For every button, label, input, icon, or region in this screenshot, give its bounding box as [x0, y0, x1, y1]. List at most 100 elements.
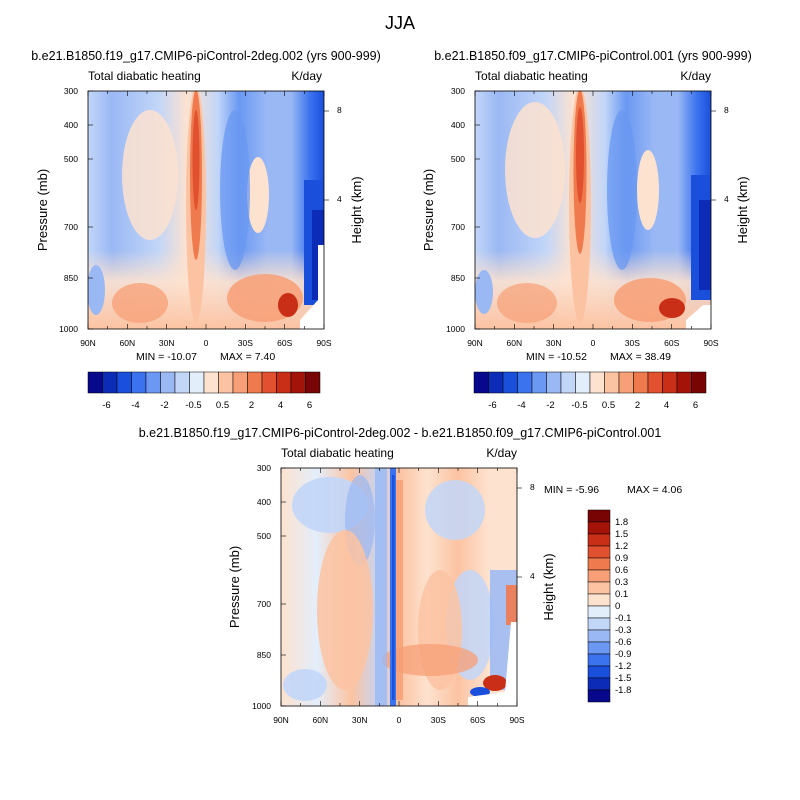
panel-2-field	[475, 91, 711, 329]
colorbar-2-label: -0.5	[571, 400, 587, 411]
panel-1-y-axis-label: Pressure (mb)	[35, 169, 50, 251]
panel-3-y-tick-label: 850	[257, 650, 271, 660]
panel-3-min: MIN = -5.96	[544, 484, 599, 496]
colorbar-box	[587, 581, 611, 595]
colorbar-2-label: 2	[635, 400, 640, 411]
colorbar-1-label: 6	[307, 400, 312, 411]
colorbar-3-label: 0.9	[615, 553, 628, 564]
panel-3-field-bl-cool-north	[283, 669, 327, 701]
colorbar-3-label: -0.1	[615, 613, 631, 624]
panel-1-field-warm-south	[247, 157, 269, 233]
panel-3-field-missing	[468, 622, 517, 706]
panel-1-field-blcool-north	[88, 265, 105, 315]
colorbar-1-label: -0.5	[185, 400, 201, 411]
panel-1-y-tick-label: 300	[64, 86, 78, 96]
panel-1-field-cool-mid	[220, 110, 250, 270]
panel-1-y-tick-label: 1000	[59, 324, 78, 334]
colorbar-3-label: -0.6	[615, 637, 631, 648]
colorbar-box	[587, 629, 611, 643]
panel-2-right-tick-label: 4	[724, 194, 729, 204]
panel-3-field-warm-north	[317, 530, 373, 690]
colorbar-box	[587, 677, 611, 691]
colorbar-box	[587, 641, 611, 655]
panel-2: b.e21.B1850.f09_g17.CMIP6-piControl.001 …	[421, 49, 752, 411]
colorbar-box	[618, 371, 634, 394]
panel-3-field-cool-strip	[375, 468, 387, 706]
colorbar-box	[131, 371, 147, 394]
panel-1-xticks	[87, 91, 325, 329]
colorbar-box	[587, 653, 611, 667]
colorbar-box	[587, 521, 611, 535]
colorbar-box	[587, 533, 611, 547]
panel-3-x-tick-label: 90S	[509, 715, 524, 725]
panel-3-y-tick-label: 300	[257, 463, 271, 473]
colorbar-box	[647, 371, 663, 394]
panel-3-variable-label: Total diabatic heating	[281, 446, 394, 460]
panel-2-y-axis-label: Pressure (mb)	[421, 169, 436, 251]
panel-1-y-tick-label: 700	[64, 222, 78, 232]
colorbar-box	[276, 371, 292, 394]
panel-1-x-tick-label: 60N	[120, 338, 136, 348]
panel-3-y-tick-label: 1000	[252, 701, 271, 711]
panel-1-min: MIN = -10.07	[136, 351, 197, 363]
colorbar-1-label: 4	[278, 400, 283, 411]
panel-2-x-tick-label: 60N	[507, 338, 523, 348]
colorbar-box	[587, 605, 611, 619]
panel-1-y-tick-label: 400	[64, 120, 78, 130]
panel-2-right-tick-label: 8	[724, 105, 729, 115]
panel-3-yticks	[281, 467, 286, 707]
panel-3-rticks	[517, 487, 522, 578]
panel-1-right-tick-label: 4	[337, 194, 342, 204]
panel-3-colorbar	[587, 509, 611, 703]
panel-2-y-tick-label: 700	[451, 222, 465, 232]
panel-2-field-cool-mid	[607, 110, 637, 270]
colorbar-box	[488, 371, 504, 394]
panel-1-right-tick-label: 8	[337, 105, 342, 115]
colorbar-box	[560, 371, 576, 394]
colorbar-box	[587, 557, 611, 571]
colorbar-3-label: -1.8	[615, 685, 631, 696]
colorbar-1-label: -2	[160, 400, 168, 411]
panel-3-field-cold-eq-core	[392, 475, 395, 700]
panel-3-units-label: K/day	[486, 446, 517, 460]
panel-1-title: b.e21.B1850.f19_g17.CMIP6-piControl-2deg…	[31, 49, 381, 63]
colorbar-box	[247, 371, 263, 394]
panel-2-field-south-cold-core	[699, 200, 711, 290]
panel-2-min: MIN = -10.52	[526, 351, 587, 363]
panel-1-x-tick-label: 30S	[238, 338, 253, 348]
panel-3-title: b.e21.B1850.f19_g17.CMIP6-piControl-2deg…	[139, 426, 662, 440]
colorbar-3-label: 0.1	[615, 589, 628, 600]
panel-1-x-tick-label: 0	[204, 338, 209, 348]
panel-2-y-tick-label: 400	[451, 120, 465, 130]
panel-2-units-label: K/day	[680, 69, 711, 83]
panel-2-x-tick-label: 60S	[664, 338, 679, 348]
colorbar-box	[145, 371, 161, 394]
colorbar-3-label: 1.2	[615, 541, 628, 552]
panel-2-right-axis-label: Height (km)	[735, 176, 750, 243]
colorbar-2-label: 4	[664, 400, 669, 411]
colorbar-box	[531, 371, 547, 394]
colorbar-box	[502, 371, 518, 394]
panel-3-field	[281, 468, 517, 706]
panel-3-field-warm-eq	[396, 480, 403, 700]
colorbar-3-label: -0.9	[615, 649, 631, 660]
colorbar-box	[587, 509, 611, 523]
panel-3-field-south-bl-blue	[470, 687, 490, 697]
colorbar-box	[290, 371, 306, 394]
panel-2-x-tick-label: 90S	[703, 338, 718, 348]
panel-2-field-bl-south-core	[659, 298, 685, 318]
colorbar-1-label: 2	[249, 400, 254, 411]
colorbar-box	[174, 371, 190, 394]
colorbar-box	[691, 371, 707, 394]
colorbar-box	[662, 371, 678, 394]
panel-1-variable-label: Total diabatic heating	[88, 69, 201, 83]
panel-3-x-tick-label: 60S	[470, 715, 485, 725]
panel-1-field-itcz-core	[192, 110, 200, 210]
panel-3-y-axis-label: Pressure (mb)	[227, 546, 242, 628]
panel-2-field-warm-south	[637, 150, 659, 230]
colorbar-3-label: 0.6	[615, 565, 628, 576]
colorbar-2-label: -6	[488, 400, 496, 411]
colorbar-box	[587, 689, 611, 703]
panel-3-y-tick-label: 700	[257, 599, 271, 609]
